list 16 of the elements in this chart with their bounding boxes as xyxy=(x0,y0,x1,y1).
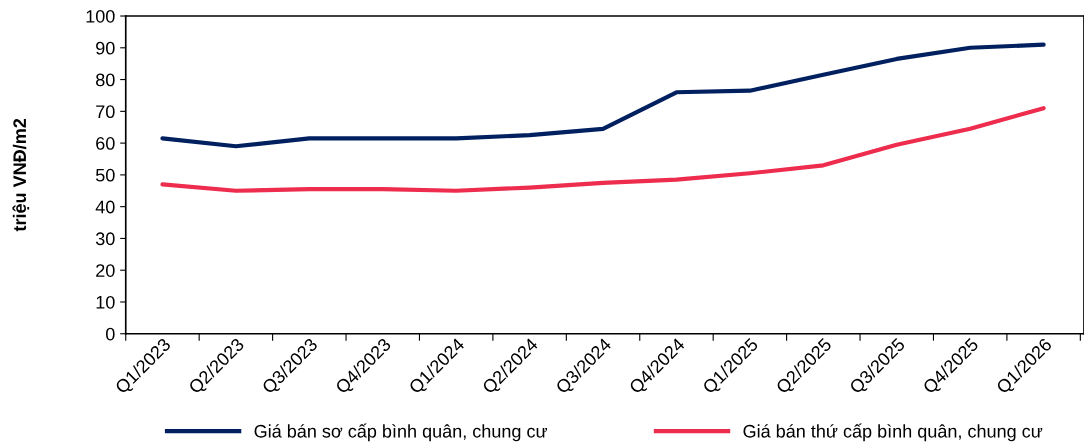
y-tick-label: 30 xyxy=(95,232,115,246)
legend-label: Giá bán sơ cấp bình quân, chung cư xyxy=(254,423,548,442)
y-tick-label: 20 xyxy=(96,264,115,277)
line-series xyxy=(160,106,1046,193)
y-tick-label: 50 xyxy=(95,168,115,182)
y-tick-label: 80 xyxy=(96,73,115,87)
y-tick-label: 100 xyxy=(86,9,115,23)
y-tick-label: 40 xyxy=(95,200,115,214)
line-series xyxy=(160,42,1046,149)
legend-label: Giá bán thứ cấp bình quân, chung cư xyxy=(743,423,1043,442)
y-axis-title: triệu VNĐ/m2 xyxy=(12,118,30,232)
y-tick-label: 0 xyxy=(105,327,115,341)
y-tick-label: 10 xyxy=(96,295,115,309)
y-tick-label: 70 xyxy=(96,105,115,119)
y-tick-label: 60 xyxy=(96,137,115,150)
y-tick-label: 90 xyxy=(96,41,115,55)
